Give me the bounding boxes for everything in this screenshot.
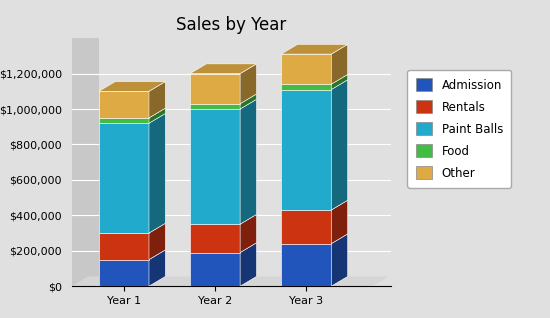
Polygon shape [149,114,166,233]
Polygon shape [240,94,256,109]
Polygon shape [240,214,256,252]
Polygon shape [281,244,331,286]
Polygon shape [190,104,240,109]
Polygon shape [281,84,331,90]
Polygon shape [281,90,331,210]
Legend: Admission, Rentals, Paint Balls, Food, Other: Admission, Rentals, Paint Balls, Food, O… [408,70,512,188]
Polygon shape [331,44,348,84]
Polygon shape [99,233,149,259]
Polygon shape [281,54,331,84]
Polygon shape [149,108,166,123]
Polygon shape [190,73,240,104]
Polygon shape [331,74,348,90]
Polygon shape [99,81,166,91]
Polygon shape [190,109,240,224]
Polygon shape [331,80,348,210]
Polygon shape [331,234,348,286]
Polygon shape [240,64,256,104]
Polygon shape [72,38,99,286]
Polygon shape [190,224,240,252]
Polygon shape [281,210,331,244]
Polygon shape [240,99,256,224]
Polygon shape [240,243,256,286]
Polygon shape [99,91,149,118]
Polygon shape [99,259,149,286]
Polygon shape [149,81,166,118]
Title: Sales by Year: Sales by Year [176,16,286,34]
Polygon shape [99,123,149,233]
Polygon shape [72,276,389,286]
Polygon shape [149,223,166,259]
Polygon shape [149,250,166,286]
Polygon shape [190,64,256,73]
Polygon shape [331,200,348,244]
Polygon shape [99,118,149,123]
Polygon shape [190,252,240,286]
Polygon shape [281,44,348,54]
